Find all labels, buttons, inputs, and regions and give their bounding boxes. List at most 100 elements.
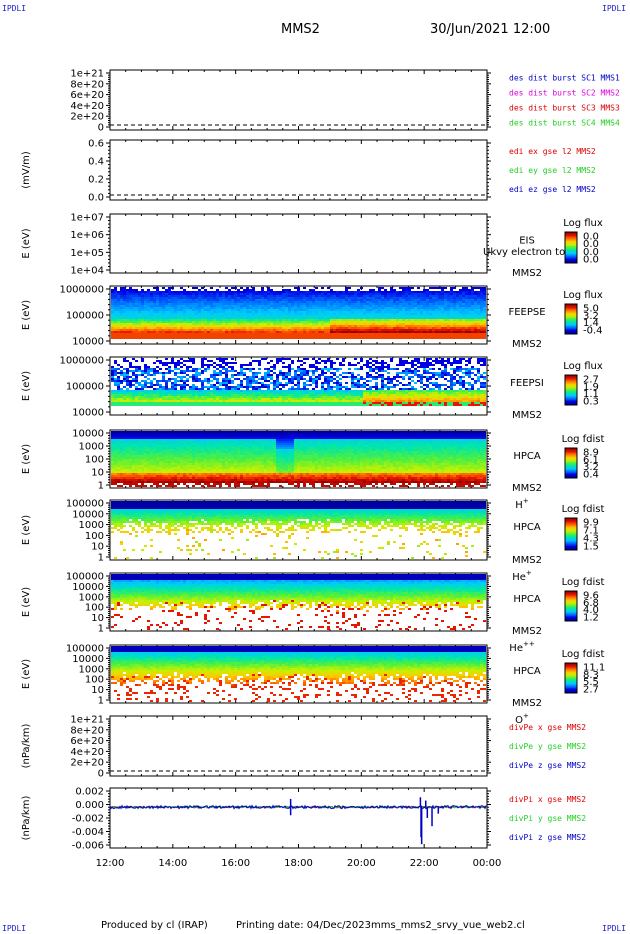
spectrogram-cell xyxy=(375,295,378,297)
spectrogram-cell xyxy=(477,335,480,337)
spectrogram-cell xyxy=(294,319,297,321)
spectrogram-cell xyxy=(297,384,300,386)
spectrogram-cell xyxy=(312,388,315,390)
spectrogram-cell xyxy=(153,394,156,396)
spectrogram-cell xyxy=(114,394,117,396)
spectrogram-cell xyxy=(147,295,150,297)
spectrogram-cell xyxy=(285,376,288,378)
spectrogram-cell xyxy=(111,404,114,406)
spectrogram-cell xyxy=(114,307,117,309)
spectrogram-cell xyxy=(468,329,471,331)
spectrogram-cell xyxy=(243,335,246,337)
spectrogram-cell xyxy=(456,303,459,305)
spectrogram-cell xyxy=(363,313,366,315)
spectrogram-cell xyxy=(315,311,318,313)
spectrogram-cell xyxy=(204,390,207,392)
spectrogram-cell xyxy=(180,366,183,368)
spectrogram-cell xyxy=(186,319,189,321)
spectrogram-cell xyxy=(183,372,186,374)
spectrogram-cell xyxy=(408,305,411,307)
spectrogram-cell xyxy=(414,307,417,309)
spectrogram-cell xyxy=(267,289,270,291)
spectrogram-cell xyxy=(270,315,273,317)
spectrogram-cell xyxy=(366,313,369,315)
spectrogram-cell xyxy=(216,303,219,305)
spectrogram-cell xyxy=(288,319,291,321)
spectrogram-cell xyxy=(402,315,405,317)
spectrogram-cell xyxy=(237,398,240,400)
spectrogram-cell xyxy=(180,398,183,400)
spectrogram-cell xyxy=(300,327,303,329)
spectrogram-cell xyxy=(399,331,402,333)
spectrogram-cell xyxy=(141,388,144,390)
spectrogram-cell xyxy=(174,301,177,303)
instrument-spacecraft: MMS2 xyxy=(512,339,542,350)
spectrogram-cell xyxy=(111,396,114,398)
spectrogram-cell xyxy=(189,398,192,400)
spectrogram-cell xyxy=(405,317,408,319)
spectrogram-cell xyxy=(237,315,240,317)
spectrogram-cell xyxy=(234,390,237,392)
spectrogram-cell xyxy=(252,333,255,335)
spectrogram-cell xyxy=(330,301,333,303)
spectrogram-cell xyxy=(183,392,186,394)
spectrogram-cell xyxy=(363,299,366,301)
spectrogram-cell xyxy=(453,325,456,327)
spectrogram-cell xyxy=(117,396,120,398)
spectrogram-cell xyxy=(480,325,483,327)
spectrogram-cell xyxy=(453,303,456,305)
spectrogram-cell xyxy=(111,313,114,315)
spectrogram-cell xyxy=(261,309,264,311)
spectrogram-cell xyxy=(207,291,210,293)
spectrogram-cell xyxy=(477,337,480,339)
colorbar-cell xyxy=(565,260,577,263)
spectrogram-cell xyxy=(459,303,462,305)
spectrogram-cell xyxy=(201,394,204,396)
spectrogram-cell xyxy=(339,402,342,404)
spectrogram-cell xyxy=(150,307,153,309)
spectrogram-cell xyxy=(144,335,147,337)
spectrogram-cell xyxy=(309,398,312,400)
spectrogram-cell xyxy=(414,309,417,311)
spectrogram-cell xyxy=(306,305,309,307)
spectrogram-cell xyxy=(327,309,330,311)
spectrogram-cell xyxy=(360,303,363,305)
spectrogram-cell xyxy=(150,327,153,329)
spectrogram-cell xyxy=(417,309,420,311)
spectrogram-cell xyxy=(144,309,147,311)
spectrogram-cell xyxy=(480,301,483,303)
spectrogram-cell xyxy=(225,394,228,396)
spectrogram-cell xyxy=(177,329,180,331)
spectrogram-cell xyxy=(336,313,339,315)
spectrogram-cell xyxy=(363,315,366,317)
spectrogram-cell xyxy=(405,305,408,307)
spectrogram-cell xyxy=(483,313,486,315)
spectrogram-cell xyxy=(165,337,168,339)
spectrogram-cell xyxy=(219,384,222,386)
spectrogram-cell xyxy=(417,293,420,295)
spectrogram-cell xyxy=(285,327,288,329)
spectrogram-cell xyxy=(219,299,222,301)
spectrogram-cell xyxy=(333,315,336,317)
spectrogram-cell xyxy=(264,295,267,297)
spectrogram-cell xyxy=(318,337,321,339)
spectrogram-cell xyxy=(324,368,327,370)
spectrogram-cell xyxy=(174,313,177,315)
spectrogram-cell xyxy=(267,321,270,323)
spectrogram-cell xyxy=(204,402,207,404)
spectrogram-cell xyxy=(231,321,234,323)
spectrogram-cell xyxy=(441,303,444,305)
spectrogram-cell xyxy=(216,404,219,406)
spectrogram-cell xyxy=(414,327,417,329)
spectrogram-cell xyxy=(129,311,132,313)
spectrogram-cell xyxy=(465,315,468,317)
spectrogram-cell xyxy=(408,319,411,321)
spectrogram-cell xyxy=(144,329,147,331)
spectrogram-cell xyxy=(333,309,336,311)
spectrogram-cell xyxy=(291,329,294,331)
spectrogram-cell xyxy=(450,303,453,305)
spectrogram-cell xyxy=(426,303,429,305)
spectrogram-cell xyxy=(483,291,486,293)
spectrogram-cell xyxy=(285,384,288,386)
spectrogram-cell xyxy=(474,317,477,319)
